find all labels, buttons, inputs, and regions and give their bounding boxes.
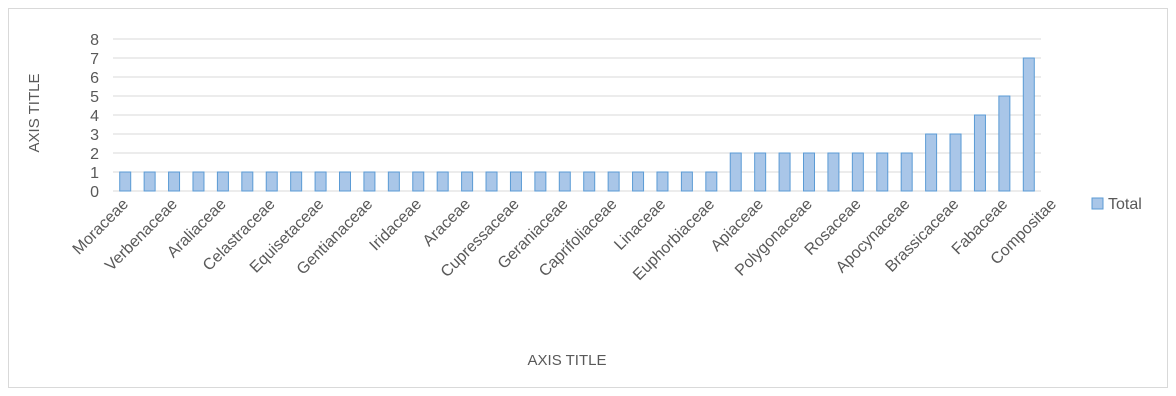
bar — [925, 133, 938, 192]
x-tick-label: Iridaceae — [367, 196, 426, 255]
y-tick-label: 6 — [90, 70, 99, 87]
x-axis-title: AXIS TITLE — [528, 352, 607, 369]
bar — [534, 171, 547, 192]
chart-area: 0 1 2 3 4 5 6 7 8 Moraceae Verbenaceae Araliaceae C… — [8, 8, 1168, 388]
y-tick-label: 3 — [90, 127, 99, 144]
bar — [754, 152, 767, 192]
bar-series — [119, 57, 1035, 192]
bar — [607, 171, 620, 192]
bar — [632, 171, 645, 192]
bar — [314, 171, 327, 192]
bar — [290, 171, 303, 192]
x-axis-tick-labels: MoraceaeVerbenaceaeAraliaceaeCelastracea… — [70, 196, 1060, 284]
bar — [241, 171, 254, 192]
bar — [973, 114, 986, 192]
bar — [998, 95, 1011, 192]
bar — [216, 171, 229, 192]
bar — [656, 171, 669, 192]
bar — [729, 152, 742, 192]
bar — [265, 171, 278, 192]
bar — [827, 152, 840, 192]
bar — [509, 171, 522, 192]
bar — [876, 152, 889, 192]
bar — [1022, 57, 1035, 192]
y-axis-tick-labels: 0 1 2 3 4 5 6 7 8 — [90, 32, 99, 201]
bar — [583, 171, 596, 192]
bar — [436, 171, 449, 192]
bar-chart: 0 1 2 3 4 5 6 7 8 MoraceaeVerbenaceaeAraliaceaeC… — [26, 32, 1142, 369]
bar — [412, 171, 425, 192]
y-tick-label: 2 — [90, 146, 99, 163]
bar — [119, 171, 132, 192]
bar — [949, 133, 962, 192]
y-tick-label: 0 — [90, 184, 99, 201]
legend-label: Total — [1108, 196, 1142, 213]
y-tick-label: 7 — [90, 51, 99, 68]
bar — [558, 171, 571, 192]
bar — [387, 171, 400, 192]
bar — [168, 171, 181, 192]
bar — [363, 171, 376, 192]
y-tick-label: 1 — [90, 165, 99, 182]
bar — [461, 171, 474, 192]
legend-swatch — [1091, 197, 1104, 210]
bar — [778, 152, 791, 192]
bar — [900, 152, 913, 192]
bar — [485, 171, 498, 192]
bar — [803, 152, 815, 192]
y-tick-label: 8 — [90, 32, 99, 49]
bar — [680, 171, 693, 192]
y-axis-title: AXIS TITLE — [26, 74, 43, 153]
bar — [192, 171, 205, 192]
bar — [705, 171, 718, 192]
legend: Total — [1091, 196, 1142, 213]
bar — [339, 171, 351, 192]
bar — [143, 171, 156, 192]
y-tick-label: 4 — [90, 108, 99, 125]
bar — [851, 152, 864, 192]
y-tick-label: 5 — [90, 89, 99, 106]
